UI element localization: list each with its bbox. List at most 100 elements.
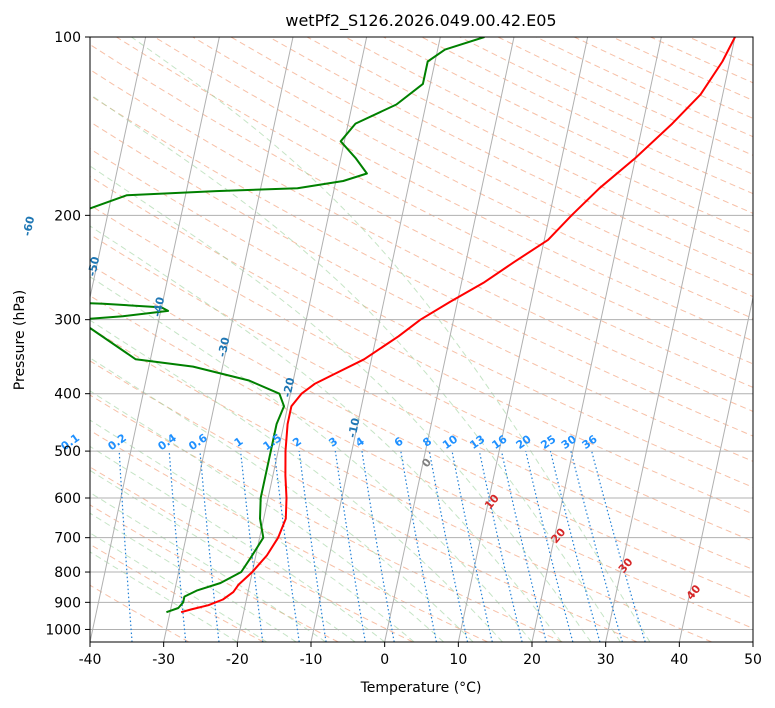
dry-adiabat <box>90 360 638 642</box>
isotherm-gridline <box>678 294 753 642</box>
isotherm-gridline <box>605 37 736 642</box>
moist-adiabat <box>90 445 385 642</box>
profile-series <box>90 37 736 614</box>
y-tick-label: 700 <box>54 531 81 547</box>
moist-adiabat <box>90 491 326 642</box>
y-tick-label: 800 <box>54 565 81 581</box>
moist-adiabat <box>90 165 592 642</box>
isotherm-label: -60 <box>20 215 37 237</box>
y-tick-label: 500 <box>54 444 81 460</box>
profile-line <box>180 37 736 614</box>
dry-adiabat <box>90 466 414 642</box>
dry-adiabat <box>90 204 753 542</box>
moist-adiabat <box>90 319 503 642</box>
isotherm-gridline <box>90 37 220 642</box>
x-tick-label: -30 <box>152 652 175 668</box>
mixing-ratio-label: 8 <box>420 435 434 450</box>
isotherm-gridline <box>457 37 589 642</box>
dry-adiabat <box>90 94 753 437</box>
y-axis-title: Pressure (hPa) <box>12 290 28 390</box>
mixing-ratio-label: 2 <box>290 435 304 450</box>
mixing-ratio-line <box>273 451 300 642</box>
mixing-ratio-label: 10 <box>440 432 460 452</box>
moist-adiabat <box>90 93 621 642</box>
x-tick-label: 0 <box>380 652 389 668</box>
moist-adiabats <box>90 37 651 642</box>
moist-adiabat <box>90 512 297 642</box>
mixing-ratio-label: 0.6 <box>186 431 210 453</box>
mixing-ratio-label: 4 <box>353 435 367 450</box>
mixing-ratio-line <box>478 450 523 642</box>
x-tick-label: -10 <box>300 652 323 668</box>
moist-adiabat <box>90 225 562 642</box>
mixing-ratio-label: 1 <box>232 435 246 450</box>
dry-adiabat <box>90 584 190 642</box>
y-tick-label: 400 <box>54 387 81 403</box>
dry-adiabat <box>574 37 753 119</box>
dry-adiabat <box>192 37 753 320</box>
x-tick-label: 30 <box>597 652 615 668</box>
mixing-ratio-label: 6 <box>392 435 406 450</box>
isotherm-gridline <box>90 37 147 300</box>
mixing-ratio-label: 13 <box>467 433 487 452</box>
dry-adiabat <box>306 37 753 255</box>
mixing-ratio-line <box>240 451 264 642</box>
moist-adiabat <box>90 357 474 642</box>
isotherm-label: -40 <box>150 295 167 317</box>
dry-adiabat <box>230 37 753 298</box>
isotherm-gridline <box>752 639 753 642</box>
mixing-ratio-line <box>334 451 366 642</box>
mixing-ratio-label: 36 <box>580 432 600 452</box>
mixing-ratio-label: 25 <box>538 433 558 452</box>
x-tick-label: -40 <box>79 652 102 668</box>
isotherm-gridline <box>531 37 662 642</box>
mixing-ratio-line <box>591 450 646 642</box>
dry-adiabat <box>90 69 753 412</box>
isotherm-gridline <box>310 37 441 642</box>
moist-adiabat-label: 40 <box>684 582 704 602</box>
moist-adiabat <box>90 276 533 642</box>
x-tick-label: -20 <box>226 652 249 668</box>
dry-adiabat <box>90 394 563 642</box>
x-tick-label: 50 <box>744 652 762 668</box>
dry-adiabat <box>90 295 753 629</box>
x-axis: -40 -30 -20 -10 0 10 20 30 40 50 <box>79 642 762 668</box>
dry-adiabat <box>90 429 488 642</box>
dry-adiabat <box>421 37 753 195</box>
profile-line <box>90 37 485 614</box>
dry-adiabat <box>90 233 753 571</box>
chart-title: wetPf2_S126.2026.049.00.42.E05 <box>285 11 556 31</box>
mixing-ratio-line <box>525 450 574 642</box>
mixing-ratio-line <box>118 451 133 642</box>
mixing-ratio-label: 20 <box>514 432 534 452</box>
isotherm-gridline <box>384 37 515 642</box>
moist-adiabat <box>90 469 356 642</box>
dry-adiabat <box>535 37 753 138</box>
dry-adiabat <box>90 175 753 515</box>
mixing-ratio-label: 0.2 <box>105 431 128 453</box>
isotherm-label: -10 <box>346 416 363 438</box>
mixing-ratio-line <box>549 450 601 642</box>
isotherm-gridline <box>163 37 294 642</box>
x-tick-label: 20 <box>523 652 541 668</box>
moist-adiabat-label: 10 <box>482 492 502 512</box>
moist-adiabat <box>90 551 238 642</box>
dry-adiabat <box>90 327 712 642</box>
skewed-isotherm-gridlines <box>90 37 753 642</box>
y-tick-label: 300 <box>54 313 81 329</box>
y-tick-label: 900 <box>54 595 81 611</box>
moist-adiabat-label: 20 <box>549 525 569 545</box>
x-axis-title: Temperature (°C) <box>360 680 482 696</box>
mixing-ratio-line <box>298 451 327 642</box>
mixing-ratio-line <box>199 451 220 642</box>
mixing-ratio-line <box>400 450 437 642</box>
isotherm-label: -50 <box>85 255 102 277</box>
isopleth-labels: -100-90-80-70-60-50-40-30-20-100.10.20.4… <box>20 215 704 603</box>
mixing-ratio-label: 1.5 <box>261 431 284 453</box>
y-axis: 100 200 300 400 500 600 700 800 900 1000 <box>45 30 90 638</box>
mixing-ratio-line <box>570 450 623 642</box>
dry-adiabat <box>90 148 753 488</box>
y-tick-label: 1000 <box>45 622 81 638</box>
plot-frame <box>89 36 754 643</box>
